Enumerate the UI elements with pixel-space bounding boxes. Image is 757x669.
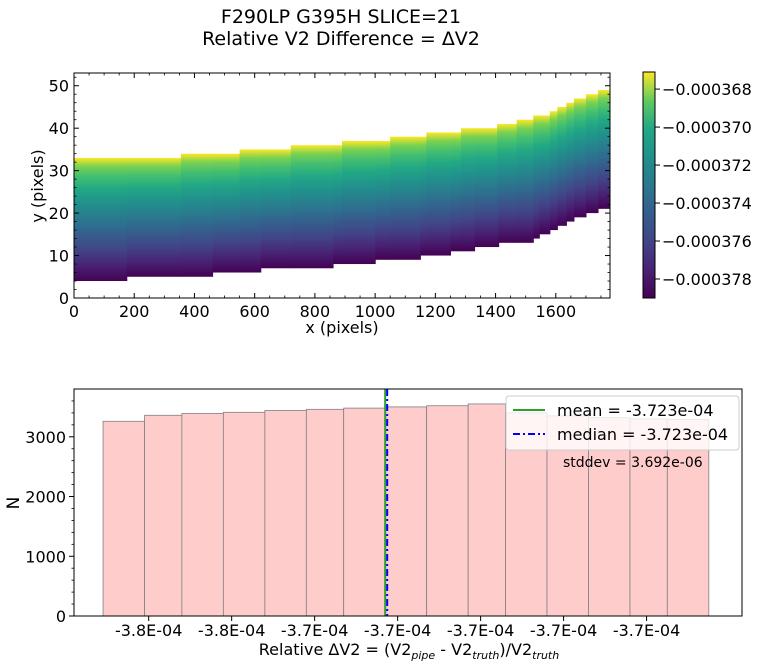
heatmap-strip-segment [585, 94, 599, 214]
legend-median-label: median = -3.723e-04 [557, 425, 728, 444]
colorbar-tick-label: −0.000374 [662, 194, 752, 213]
legend-box [505, 395, 740, 451]
heatmap-strip-segment [533, 115, 540, 239]
colorbar-tick-label: −0.000378 [662, 270, 752, 289]
colorbar-ticks: −0.000368 −0.000370 −0.000372 −0.000374 −0.0… [655, 80, 752, 289]
histogram-y-tick-label: 1000 [25, 547, 66, 566]
histogram-x-tick-label: -3.7E-04 [530, 621, 597, 640]
histogram-bar [102, 420, 145, 617]
heatmap-strip-segment [390, 136, 421, 260]
heatmap-strip-segment [519, 119, 534, 243]
heatmap-strip-segment [74, 157, 128, 282]
histogram-x-tick-label: -3.7E-04 [364, 621, 431, 640]
heatmap-y-axis-label: y (pixels) [28, 149, 47, 222]
histogram-x-tick-label: -3.7E-04 [281, 621, 348, 640]
heatmap-x-tick-label: 1200 [415, 302, 456, 321]
colorbar-tick-label: −0.000370 [662, 118, 752, 137]
heatmap-strip-segment [539, 115, 551, 235]
heatmap-x-tick-label: 1600 [535, 302, 576, 321]
histogram-bar [467, 403, 506, 617]
histogram-legend: mean = -3.723e-04 median = -3.723e-04 [505, 395, 740, 451]
histogram-x-tick-label: -3.7E-04 [613, 621, 680, 640]
heatmap-strip-segment [497, 123, 500, 248]
stddev-annotation: stddev = 3.692e-06 [563, 455, 703, 471]
heatmap-strip-segment [126, 157, 182, 277]
histogram-panel: -3.8E-04 -3.8E-04 -3.7E-04 -3.7E-04 -3.7E-04… [4, 388, 743, 662]
histogram-bar [181, 413, 224, 617]
colorbar-gradient [642, 71, 656, 299]
heatmap-strip-segment [180, 153, 214, 277]
histogram-bar [666, 419, 710, 617]
heatmap-y-tick-label: 10 [49, 247, 69, 266]
histogram-y-tick-label: 0 [56, 607, 66, 626]
heatmap-strip-segment [239, 149, 262, 273]
heatmap-strip-segment [260, 149, 292, 269]
heatmap-strip-segment [549, 111, 558, 231]
heatmap-y-tick-label: 20 [49, 204, 69, 223]
legend-mean-label: mean = -3.723e-04 [557, 401, 714, 420]
heatmap-strip-segment [474, 128, 498, 248]
heatmap-x-tick-label: 400 [179, 302, 210, 321]
heatmap-strip-segment [375, 140, 391, 260]
heatmap-strip-segment [460, 128, 476, 252]
colorbar-tick-label: −0.000376 [662, 232, 752, 251]
histogram-axes-frame [73, 388, 743, 617]
histogram-bar [264, 410, 307, 617]
heatmap-strip-segment [332, 145, 343, 265]
heatmap-x-tick-label: 200 [119, 302, 150, 321]
heatmap-strip-segment [557, 106, 567, 226]
heatmap-x-tick-label: 1000 [355, 302, 396, 321]
histogram-x-tick-label: -3.8E-04 [115, 621, 182, 640]
colorbar: −0.000368 −0.000370 −0.000372 −0.000374 −0.0… [642, 71, 752, 299]
histogram-bar [144, 414, 183, 617]
heatmap-x-axis-label: x (pixels) [305, 318, 378, 337]
histogram-bar [384, 406, 428, 617]
histogram-y-tick-label: 2000 [25, 488, 66, 507]
heatmap-strip-segment [450, 132, 462, 252]
colorbar-tick-label: −0.000368 [662, 80, 752, 99]
heatmap-y-tick-label: 0 [59, 289, 69, 308]
heatmap-y-tick-label: 50 [49, 77, 69, 96]
histogram-x-ticks: -3.8E-04 -3.8E-04 -3.7E-04 -3.7E-04 -3.7E-04… [115, 616, 680, 640]
heatmap-y-tick-label: 40 [49, 119, 69, 138]
heatmap-x-tick-label: 0 [69, 302, 79, 321]
heatmap-strip-segment [566, 102, 575, 222]
heatmap-panel: 0 200 400 600 800 1000 1200 1400 1600 0 10 20 30 40 5… [28, 72, 611, 337]
histogram-y-tick-label: 3000 [25, 428, 66, 447]
histogram-bar [426, 405, 469, 617]
heatmap-axes-frame [73, 72, 611, 299]
heatmap-strip-segment [573, 98, 587, 218]
histogram-x-axis-label: Relative ΔV2 = (V2pipe - V2truth)/V2trut… [259, 640, 559, 662]
histogram-bar [343, 407, 386, 617]
histogram-x-tick-label: -3.8E-04 [198, 621, 265, 640]
histogram-y-ticks: 0 1000 2000 3000 [25, 400, 74, 626]
histogram-bar [305, 408, 345, 617]
histogram-bar [588, 417, 631, 617]
heatmap-strip-segment [342, 140, 376, 265]
histogram-y-axis-label: N [4, 497, 24, 510]
heatmap-strip-segment [597, 89, 610, 209]
heatmap-strip-segment [420, 136, 427, 256]
heatmap-y-ticks: 0 10 20 30 40 50 [49, 77, 610, 308]
heatmap-strip [74, 89, 610, 282]
colorbar-tick-label: −0.000372 [662, 156, 752, 175]
histogram-bar [222, 411, 266, 617]
figure-title-line1: F290LP G395H SLICE=21 [221, 6, 461, 28]
heatmap-x-tick-label: 600 [239, 302, 270, 321]
heatmap-y-tick-label: 30 [49, 162, 69, 181]
heatmap-strip-segment [290, 145, 334, 269]
figure-title-line2: Relative V2 Difference = ΔV2 [202, 28, 480, 50]
heatmap-strip-segment [498, 123, 518, 243]
heatmap-x-tick-label: 800 [300, 302, 331, 321]
heatmap-strip-segment [426, 132, 452, 256]
histogram-x-tick-label: -3.7E-04 [447, 621, 514, 640]
heatmap-strip-segment [212, 153, 241, 273]
heatmap-strip-segment [516, 119, 521, 243]
heatmap-x-ticks: 0 200 400 600 800 1000 1200 1400 1600 [69, 73, 602, 321]
heatmap-x-tick-label: 1400 [475, 302, 516, 321]
